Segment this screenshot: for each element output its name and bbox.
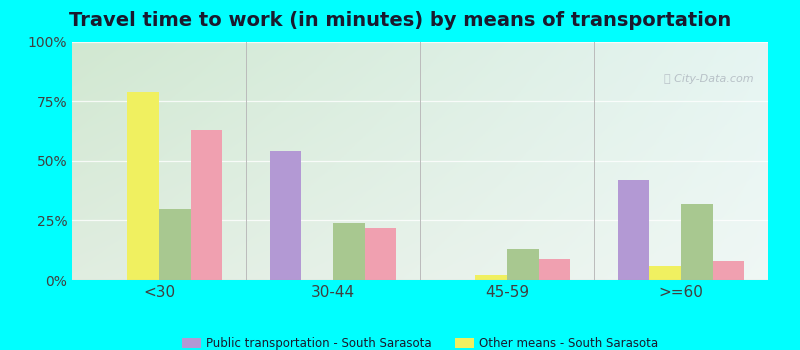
Bar <box>127 92 159 280</box>
Legend: Public transportation - South Sarasota, Public transportation - Florida, Other m: Public transportation - South Sarasota, … <box>178 334 662 350</box>
Bar <box>650 266 681 280</box>
Bar <box>507 249 538 280</box>
Bar <box>713 261 744 280</box>
Text: ⓘ City-Data.com: ⓘ City-Data.com <box>664 74 754 84</box>
Bar <box>190 130 222 280</box>
Bar <box>333 223 365 280</box>
Bar <box>538 259 570 280</box>
Bar <box>365 228 396 280</box>
Text: Travel time to work (in minutes) by means of transportation: Travel time to work (in minutes) by mean… <box>69 10 731 29</box>
Bar <box>159 209 190 280</box>
Bar <box>475 275 507 280</box>
Bar <box>270 152 302 280</box>
Bar <box>681 204 713 280</box>
Bar <box>618 180 650 280</box>
